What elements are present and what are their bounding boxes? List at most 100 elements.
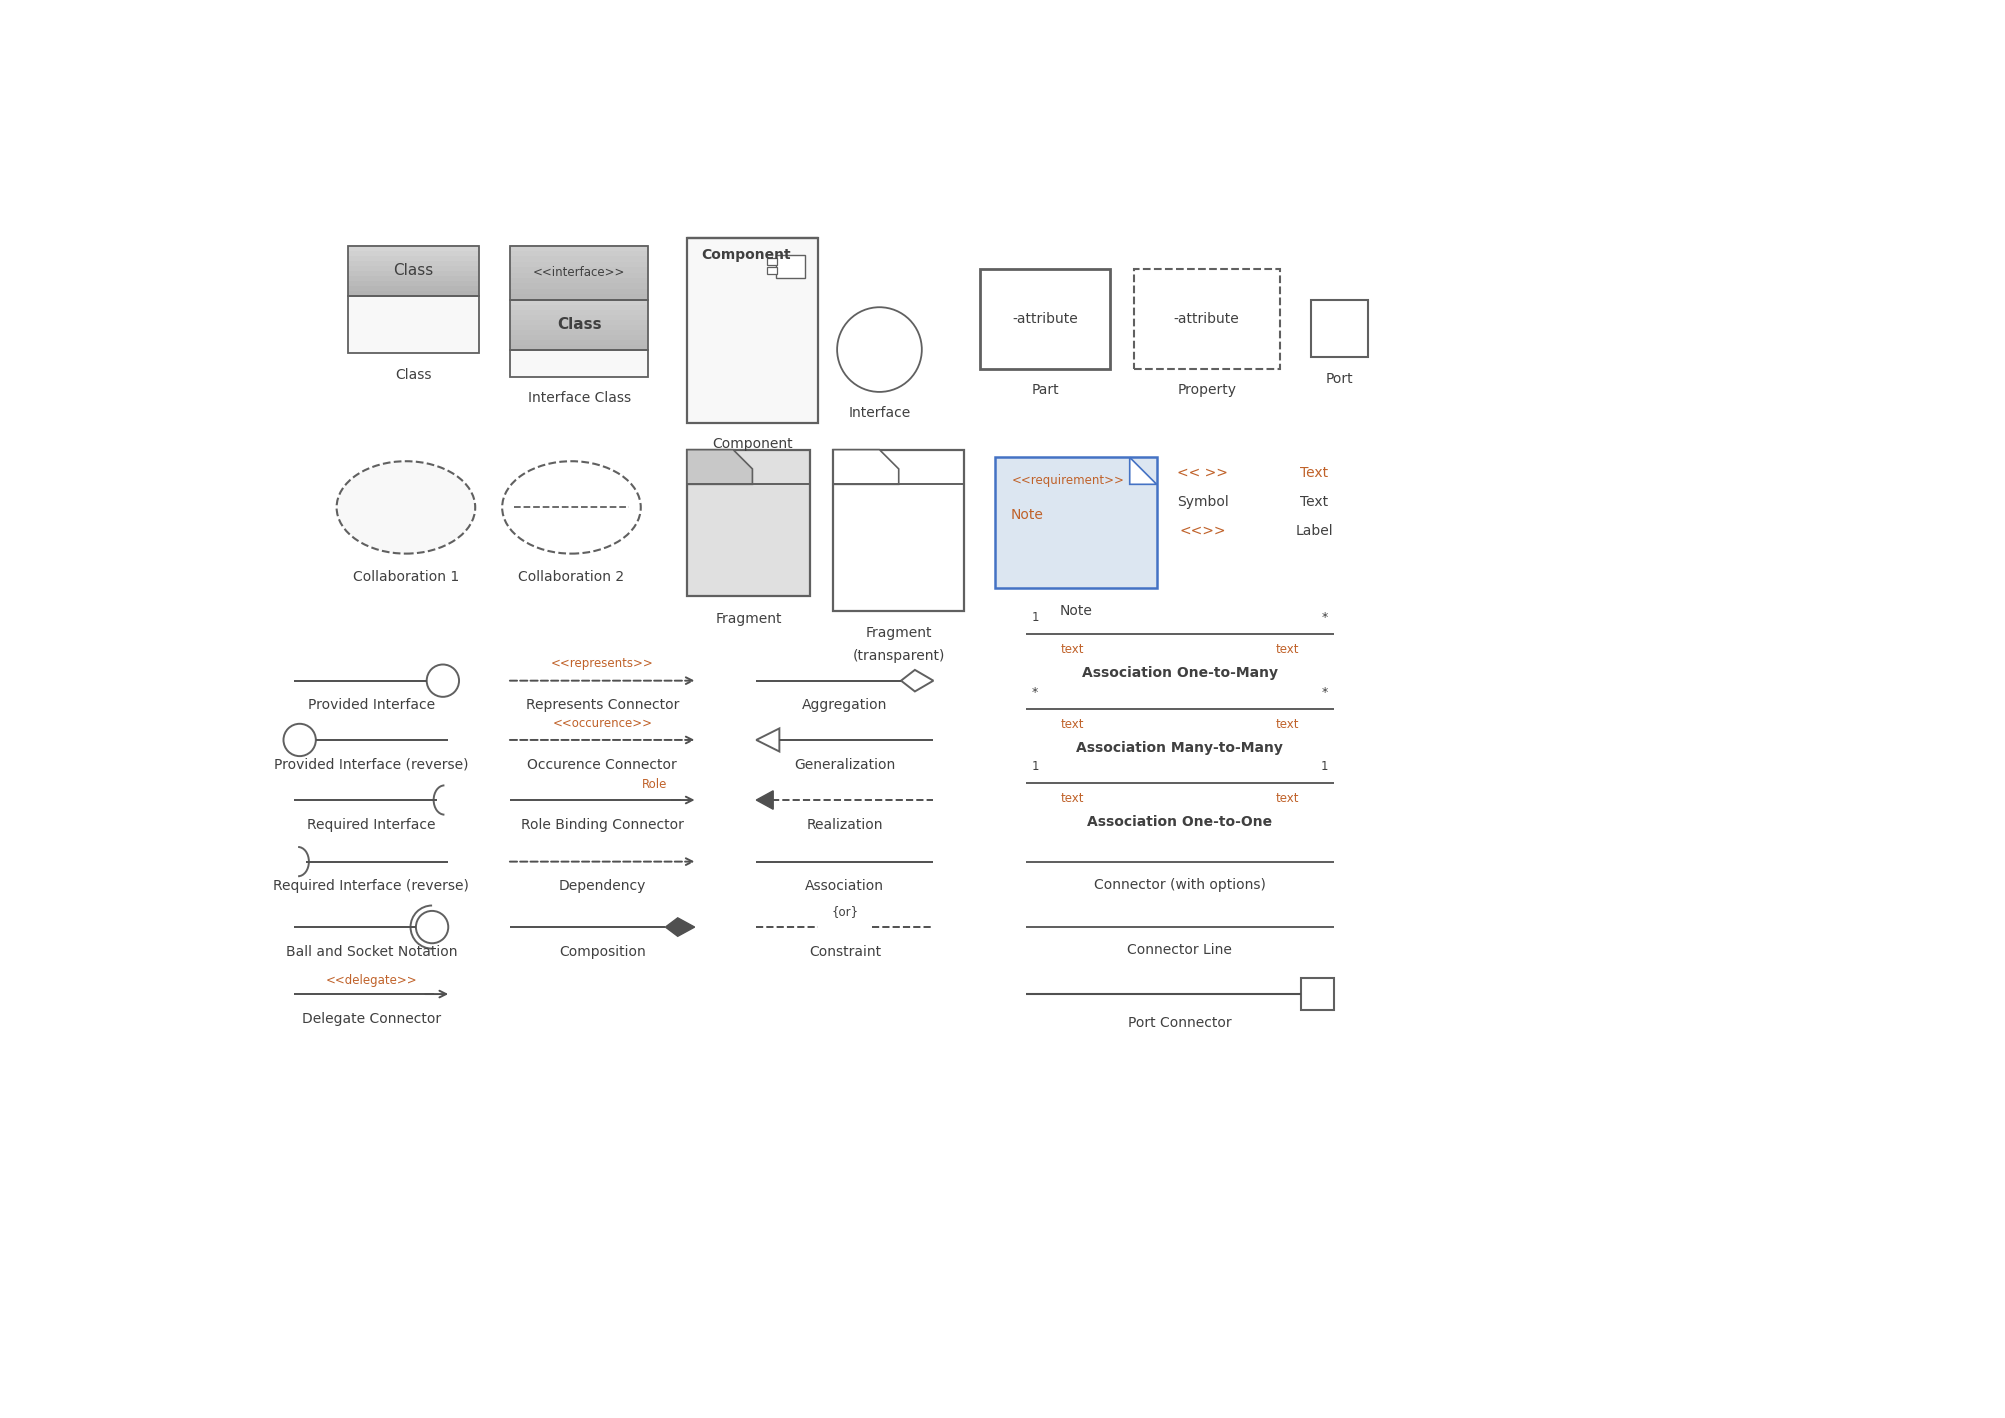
Text: {or}: {or} [830, 905, 858, 919]
Text: -attribute: -attribute [1013, 312, 1077, 326]
Text: Note: Note [1059, 604, 1091, 618]
Bar [509, 313, 648, 319]
Bar [509, 319, 648, 325]
Text: Dependency: Dependency [557, 879, 646, 893]
Text: Provided Interface (reverse): Provided Interface (reverse) [275, 757, 469, 771]
Bar [1309, 299, 1367, 357]
Bar [509, 299, 648, 350]
Bar [509, 329, 648, 335]
Polygon shape [756, 729, 780, 752]
Text: Text: Text [1299, 495, 1327, 509]
Bar [766, 258, 776, 265]
Text: text: text [1275, 644, 1299, 657]
Bar [509, 323, 648, 329]
Bar [509, 350, 648, 377]
Circle shape [427, 665, 459, 696]
Text: << >>: << >> [1177, 465, 1227, 479]
Bar [994, 458, 1157, 588]
Text: Part: Part [1031, 383, 1059, 397]
Bar [1133, 269, 1279, 369]
Bar [509, 350, 648, 377]
Bar [349, 296, 479, 353]
Text: *: * [1321, 611, 1327, 624]
Text: Class: Class [557, 318, 602, 332]
Polygon shape [666, 917, 694, 936]
Bar [509, 245, 648, 251]
Text: (transparent): (transparent) [852, 649, 944, 664]
Text: Interface Class: Interface Class [527, 391, 630, 406]
Polygon shape [756, 791, 772, 810]
Bar [686, 238, 818, 423]
Text: Text: Text [1299, 465, 1327, 479]
Text: *: * [1321, 686, 1327, 699]
Text: Realization: Realization [806, 818, 882, 832]
Text: Association: Association [804, 879, 884, 893]
Bar [509, 250, 648, 257]
Text: Occurence Connector: Occurence Connector [527, 757, 678, 771]
Text: Note: Note [1011, 508, 1043, 522]
Text: text: text [1061, 644, 1083, 657]
Bar [509, 288, 648, 294]
Text: Required Interface (reverse): Required Interface (reverse) [273, 879, 469, 893]
Bar [349, 265, 479, 271]
Ellipse shape [337, 461, 475, 553]
Text: -attribute: -attribute [1173, 312, 1239, 326]
Bar [509, 333, 648, 339]
Text: Label: Label [1295, 523, 1333, 537]
Circle shape [836, 308, 922, 391]
Text: <<occurence>>: <<occurence>> [551, 716, 652, 729]
Bar [509, 261, 648, 267]
Bar [509, 272, 648, 278]
Text: Delegate Connector: Delegate Connector [301, 1011, 441, 1025]
Circle shape [283, 723, 315, 756]
Text: Generalization: Generalization [794, 757, 894, 771]
Text: 1: 1 [1319, 760, 1327, 773]
Bar [349, 289, 479, 296]
Text: Fragment: Fragment [864, 625, 932, 640]
Bar [509, 339, 648, 345]
Bar [509, 255, 648, 262]
Bar [509, 309, 648, 315]
Bar [509, 267, 648, 272]
Bar [686, 450, 810, 596]
Text: 1: 1 [1031, 611, 1039, 624]
Text: Association One-to-One: Association One-to-One [1087, 814, 1271, 828]
Bar [509, 294, 648, 299]
Bar [349, 296, 479, 353]
Bar [349, 275, 479, 281]
Bar [349, 285, 479, 291]
Text: Association One-to-Many: Association One-to-Many [1081, 666, 1277, 681]
Bar [349, 250, 479, 255]
Bar [509, 245, 648, 299]
Text: text: text [1275, 718, 1299, 732]
Bar [349, 269, 479, 275]
Text: Component: Component [700, 248, 790, 262]
Polygon shape [1129, 458, 1157, 485]
Text: <<>>: <<>> [1179, 523, 1225, 537]
Text: Interface: Interface [848, 407, 910, 421]
Bar [776, 255, 804, 278]
Text: text: text [1061, 718, 1083, 732]
Text: Symbol: Symbol [1177, 495, 1229, 509]
Bar [349, 255, 479, 261]
Polygon shape [900, 669, 932, 692]
Text: Port Connector: Port Connector [1127, 1017, 1231, 1031]
Text: Aggregation: Aggregation [802, 698, 886, 712]
Text: Connector (with options): Connector (with options) [1093, 878, 1265, 892]
Text: Class: Class [395, 369, 431, 381]
Text: <<requirement>>: <<requirement>> [1011, 474, 1125, 486]
Text: Port: Port [1325, 372, 1353, 386]
Bar [349, 279, 479, 285]
Text: text: text [1275, 793, 1299, 805]
Bar [349, 245, 479, 251]
Bar [349, 259, 479, 265]
Bar [509, 303, 648, 309]
Text: Role: Role [642, 778, 668, 791]
Text: Fragment: Fragment [716, 613, 782, 627]
Bar [832, 450, 964, 611]
Text: Component: Component [712, 437, 792, 451]
Text: Required Interface: Required Interface [307, 818, 435, 832]
Text: <<represents>>: <<represents>> [551, 657, 654, 671]
Text: Collaboration 1: Collaboration 1 [353, 570, 459, 584]
Text: Represents Connector: Represents Connector [525, 698, 678, 712]
